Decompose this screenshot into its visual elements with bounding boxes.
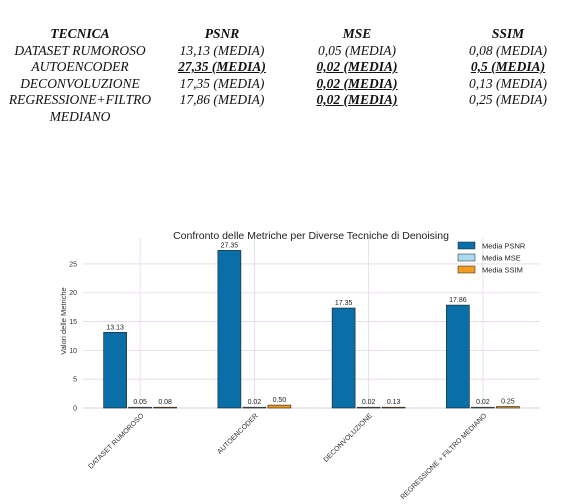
- legend-label: Media MSE: [482, 254, 521, 263]
- y-tick-label: 10: [69, 348, 77, 355]
- chart-title: Confronto delle Metriche per Diverse Tec…: [173, 230, 449, 242]
- legend-label: Media SSIM: [482, 266, 523, 275]
- data-label: 0.02: [248, 399, 262, 406]
- y-tick-label: 20: [69, 290, 77, 297]
- legend: Media PSNR Media MSE Media SSIM: [457, 241, 526, 275]
- cell-psnr: 17,86 (MEDIA): [179, 92, 265, 107]
- bar-chart: 13.13 0.05 0.08 27.35 0.02 0.50 17.35 0.02 0.13 1…: [59, 230, 540, 501]
- header-mse: MSE: [342, 26, 372, 41]
- cell-mse: 0,05 (MEDIA): [318, 42, 396, 58]
- value-labels: 13.13 0.05 0.08 27.35 0.02 0.50 17.35 0.02 0.13 1…: [106, 242, 514, 406]
- header-psnr: PSNR: [204, 26, 240, 41]
- cell-psnr: 13,13 (MEDIA): [179, 42, 265, 58]
- data-label: 17.35: [335, 300, 353, 307]
- legend-swatch: [457, 241, 476, 250]
- x-tick-label: AUTOENCODER: [216, 412, 259, 455]
- cell-ssim: 0,5 (MEDIA): [470, 59, 546, 74]
- chart-container: 13.13 0.05 0.08 27.35 0.02 0.50 17.35 0.02 0.13 1…: [0, 226, 586, 501]
- data-label: 0.02: [476, 399, 490, 406]
- y-tick-label: 15: [69, 319, 77, 326]
- cell-tecnica: DECONVOLUZIONE: [20, 75, 140, 91]
- header-tecnica: TECNICA: [50, 26, 110, 41]
- bar: [471, 406, 495, 409]
- tick-labels: 0 5 10 15 20 25 DATASET RUMOROSO AUTOENCODER DEC…: [69, 261, 489, 501]
- legend-swatch: [457, 265, 476, 274]
- cell-psnr: 17,35 (MEDIA): [179, 75, 265, 91]
- table-row: REGRESSIONE+FILTRO MEDIANO 17,86 (MEDIA)…: [0, 92, 586, 125]
- y-tick-label: 0: [73, 406, 77, 413]
- cell-tecnica: AUTOENCODER: [31, 59, 129, 74]
- bar: [128, 406, 152, 409]
- metrics-table: TECNICA PSNR MSE SSIM DATASET RUMOROSO 1…: [0, 26, 586, 125]
- legend-label: Media PSNR: [482, 242, 526, 251]
- x-tick-label: REGRESSIONE + FILTRO MEDIANO: [400, 412, 489, 499]
- cell-tecnica: DATASET RUMOROSO: [14, 42, 146, 58]
- bar: [331, 307, 356, 409]
- bar: [496, 406, 520, 409]
- x-tick-label: DATASET RUMOROSO: [88, 412, 146, 470]
- data-label: 27.35: [221, 242, 239, 249]
- grid-lines: [83, 238, 540, 409]
- table-row: DECONVOLUZIONE 17,35 (MEDIA) 0,02 (MEDIA…: [0, 76, 586, 93]
- y-tick-label: 5: [73, 377, 77, 384]
- cell-ssim: 0,13 (MEDIA): [469, 75, 547, 91]
- cell-ssim: 0,25 (MEDIA): [469, 92, 547, 107]
- cell-psnr: 27,35 (MEDIA): [178, 59, 266, 74]
- bar: [267, 404, 292, 409]
- bar: [217, 250, 242, 409]
- legend-swatch: [457, 253, 476, 262]
- y-tick-label: 25: [69, 261, 77, 268]
- y-axis-label: Valori delle Metriche: [59, 287, 68, 354]
- bar: [242, 406, 267, 409]
- x-tick-label: DECONVOLUZIONE: [323, 412, 375, 464]
- data-label: 0.50: [273, 397, 287, 404]
- table-header-row: TECNICA PSNR MSE SSIM: [0, 26, 586, 43]
- data-label: 17.86: [449, 297, 467, 304]
- cell-mse: 0,02 (MEDIA): [316, 92, 398, 107]
- metrics-table-container: TECNICA PSNR MSE SSIM DATASET RUMOROSO 1…: [0, 26, 586, 125]
- bar: [381, 406, 406, 409]
- data-label: 0.25: [501, 399, 515, 406]
- bar: [356, 406, 381, 409]
- table-row: AUTOENCODER 27,35 (MEDIA) 0,02 (MEDIA) 0…: [0, 59, 586, 76]
- cell-mse: 0,02 (MEDIA): [316, 59, 398, 74]
- header-ssim: SSIM: [491, 26, 525, 41]
- cell-tecnica: REGRESSIONE+FILTRO MEDIANO: [8, 92, 152, 124]
- data-label: 0.13: [387, 399, 401, 406]
- cell-mse: 0,02 (MEDIA): [316, 75, 398, 91]
- bar: [153, 406, 177, 409]
- cell-ssim: 0,08 (MEDIA): [469, 42, 547, 58]
- data-label: 0.08: [158, 399, 172, 406]
- table-row: DATASET RUMOROSO 13,13 (MEDIA) 0,05 (MED…: [0, 43, 586, 60]
- data-label: 0.02: [362, 399, 376, 406]
- bar: [103, 332, 127, 409]
- data-label: 0.05: [133, 399, 147, 406]
- bars: [103, 250, 520, 409]
- data-label: 13.13: [106, 324, 124, 331]
- bar: [446, 304, 470, 409]
